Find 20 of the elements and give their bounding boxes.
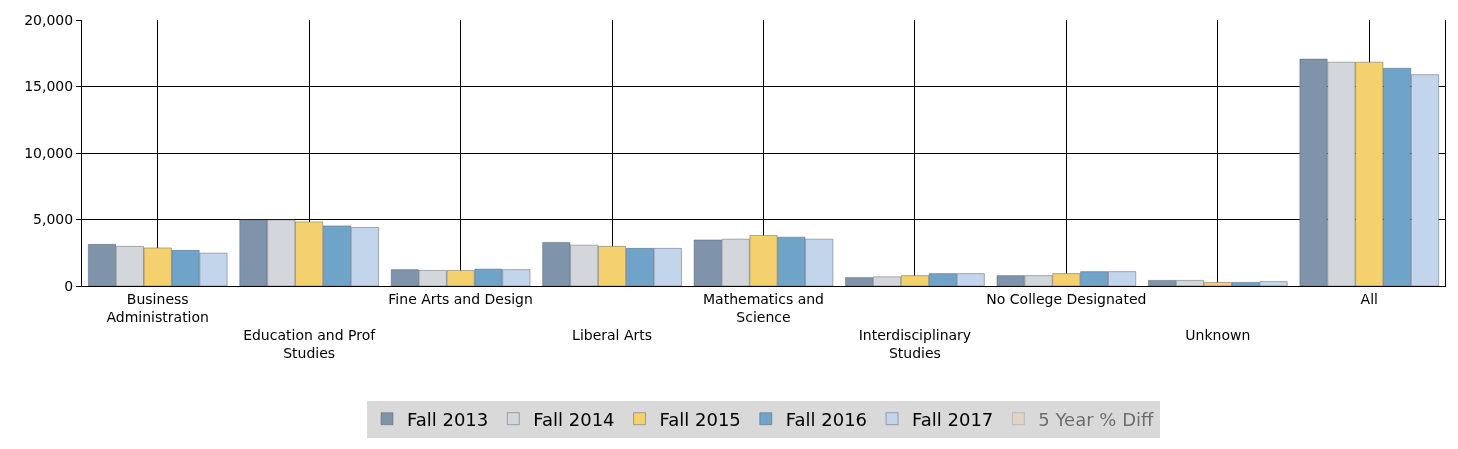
y-tick-label: 5,000 xyxy=(33,211,74,228)
legend-label: 5 Year % Diff xyxy=(1038,408,1155,430)
x-tick-label: All xyxy=(1360,290,1378,307)
legend-label: Fall 2016 xyxy=(785,408,868,430)
x-tick-label: Business Administration xyxy=(106,290,209,325)
y-tick-label: 15,000 xyxy=(24,78,74,95)
x-tick-label: Liberal Arts xyxy=(572,327,653,344)
x-tick-label: No College Designated xyxy=(986,290,1147,307)
legend-label: Fall 2015 xyxy=(659,408,741,430)
y-tick-label: 10,000 xyxy=(24,144,74,161)
y-tick-label: 0 xyxy=(64,277,74,294)
x-tick-label: Education and Prof Studies xyxy=(243,327,377,362)
legend-label: Fall 2013 xyxy=(407,408,489,430)
x-tick-label: Fine Arts and Design xyxy=(388,290,533,307)
legend-label: Fall 2017 xyxy=(912,408,994,430)
x-tick-label: Unknown xyxy=(1185,327,1251,344)
x-tick-label: Mathematics and Science xyxy=(702,290,825,325)
y-tick-label: 20,000 xyxy=(24,11,74,28)
x-tick-label: Interdisciplinary Studies xyxy=(858,327,972,362)
legend-label: Fall 2014 xyxy=(533,408,615,430)
